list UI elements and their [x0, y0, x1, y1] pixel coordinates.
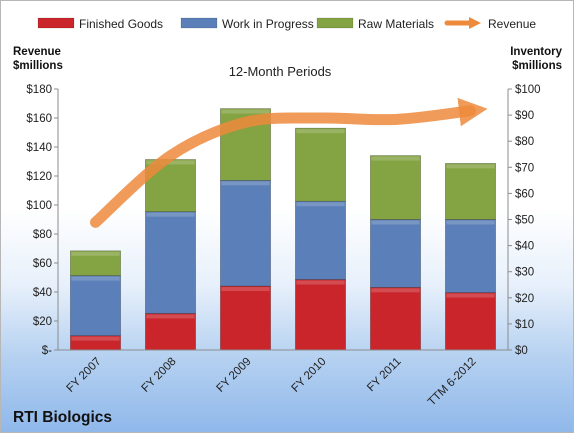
right-tick-label: $0 — [515, 345, 528, 357]
bar-highlight — [446, 164, 495, 169]
bar-highlight — [71, 336, 120, 341]
bar-work-in-progress — [145, 211, 196, 314]
legend: Finished Goods Work in Progress Raw Materi… — [37, 17, 536, 31]
bar-work-in-progress — [220, 180, 271, 287]
bar-highlight — [221, 287, 270, 292]
chart-subtitle: 12-Month Periods — [229, 64, 332, 79]
left-tick-label: $100 — [26, 200, 52, 212]
right-tick-label: $90 — [515, 110, 534, 122]
revenue-group — [90, 97, 488, 228]
left-tick-label: $80 — [33, 229, 52, 241]
bar-highlight — [446, 293, 495, 298]
right-tick-label: $40 — [515, 241, 534, 253]
left-axis-title-line2: $millions — [13, 60, 63, 72]
bar-work-in-progress — [370, 219, 421, 288]
x-tick-label: FY 2010 — [290, 356, 329, 395]
x-tick-label: FY 2009 — [215, 356, 254, 395]
bar-finished-goods — [295, 279, 346, 351]
x-tick-label: FY 2007 — [65, 356, 104, 395]
bar-highlight — [146, 160, 195, 165]
bar-highlight — [446, 220, 495, 225]
bar-highlight — [71, 251, 120, 256]
left-tick-label: $- — [42, 345, 52, 357]
bar-raw-materials — [295, 127, 346, 202]
bar-work-in-progress — [295, 200, 346, 280]
legend-swatch-finished-goods — [37, 17, 75, 29]
bar-raw-materials — [70, 250, 121, 276]
right-axis-title-line1: Inventory — [510, 46, 562, 58]
left-tick-label: $20 — [33, 316, 52, 328]
x-tick-label: TTM 6-2012 — [426, 356, 479, 409]
legend-label-revenue: Revenue — [488, 17, 536, 31]
left-tick-label: $180 — [26, 84, 52, 96]
bar-highlight — [71, 276, 120, 281]
bar-work-in-progress — [445, 219, 496, 293]
right-tick-label: $80 — [515, 136, 534, 148]
bar-raw-materials — [370, 155, 421, 220]
bar-highlight — [221, 181, 270, 186]
legend-swatch-work-in-progress — [180, 17, 218, 29]
bar-highlight — [371, 156, 420, 161]
bar-highlight — [296, 280, 345, 285]
bar-highlight — [371, 220, 420, 225]
legend-label-work-in-progress: Work in Progress — [222, 17, 314, 31]
right-tick-label: $60 — [515, 188, 534, 200]
right-tick-label: $20 — [515, 293, 534, 305]
x-tick-label: FY 2011 — [365, 356, 403, 394]
legend-label-finished-goods: Finished Goods — [79, 17, 163, 31]
right-tick-label: $50 — [515, 215, 534, 227]
legend-label-raw-materials: Raw Materials — [358, 17, 434, 31]
legend-swatch-raw-materials — [316, 17, 354, 29]
bar-work-in-progress — [70, 275, 121, 336]
left-tick-label: $140 — [26, 142, 52, 154]
bar-highlight — [296, 129, 345, 134]
right-axis-title-line2: $millions — [512, 60, 562, 72]
left-tick-label: $40 — [33, 287, 52, 299]
right-tick-label: $100 — [515, 84, 541, 96]
bar-highlight — [371, 288, 420, 293]
left-tick-label: $60 — [33, 258, 52, 270]
right-tick-label: $10 — [515, 319, 534, 331]
right-tick-label: $70 — [515, 162, 534, 174]
left-axis-title-line1: Revenue — [13, 46, 61, 58]
bar-highlight — [146, 212, 195, 217]
x-tick-label: FY 2008 — [140, 356, 179, 395]
bar-highlight — [221, 109, 270, 114]
bar-raw-materials — [445, 163, 496, 220]
bar-highlight — [296, 202, 345, 207]
axes-group: $- $20 $40 $60 $80 $100 $120 $140 $160 $180 $0 $10 $… — [26, 84, 540, 357]
bar-finished-goods — [370, 287, 421, 351]
right-tick-label: $30 — [515, 267, 534, 279]
left-tick-label: $160 — [26, 113, 52, 125]
bar-highlight — [146, 314, 195, 319]
bar-finished-goods — [220, 285, 271, 351]
revenue-trend-line — [90, 97, 488, 228]
left-tick-label: $120 — [26, 171, 52, 183]
bar-finished-goods — [445, 292, 496, 351]
company-name: RTI Biologics — [13, 409, 112, 426]
bar-finished-goods — [145, 313, 196, 351]
bars-group: FY 2007 FY 2008 FY 2009 FY 2010 FY 2011 TTM 6… — [65, 108, 496, 409]
legend-swatch-revenue-arrowhead — [469, 17, 481, 29]
